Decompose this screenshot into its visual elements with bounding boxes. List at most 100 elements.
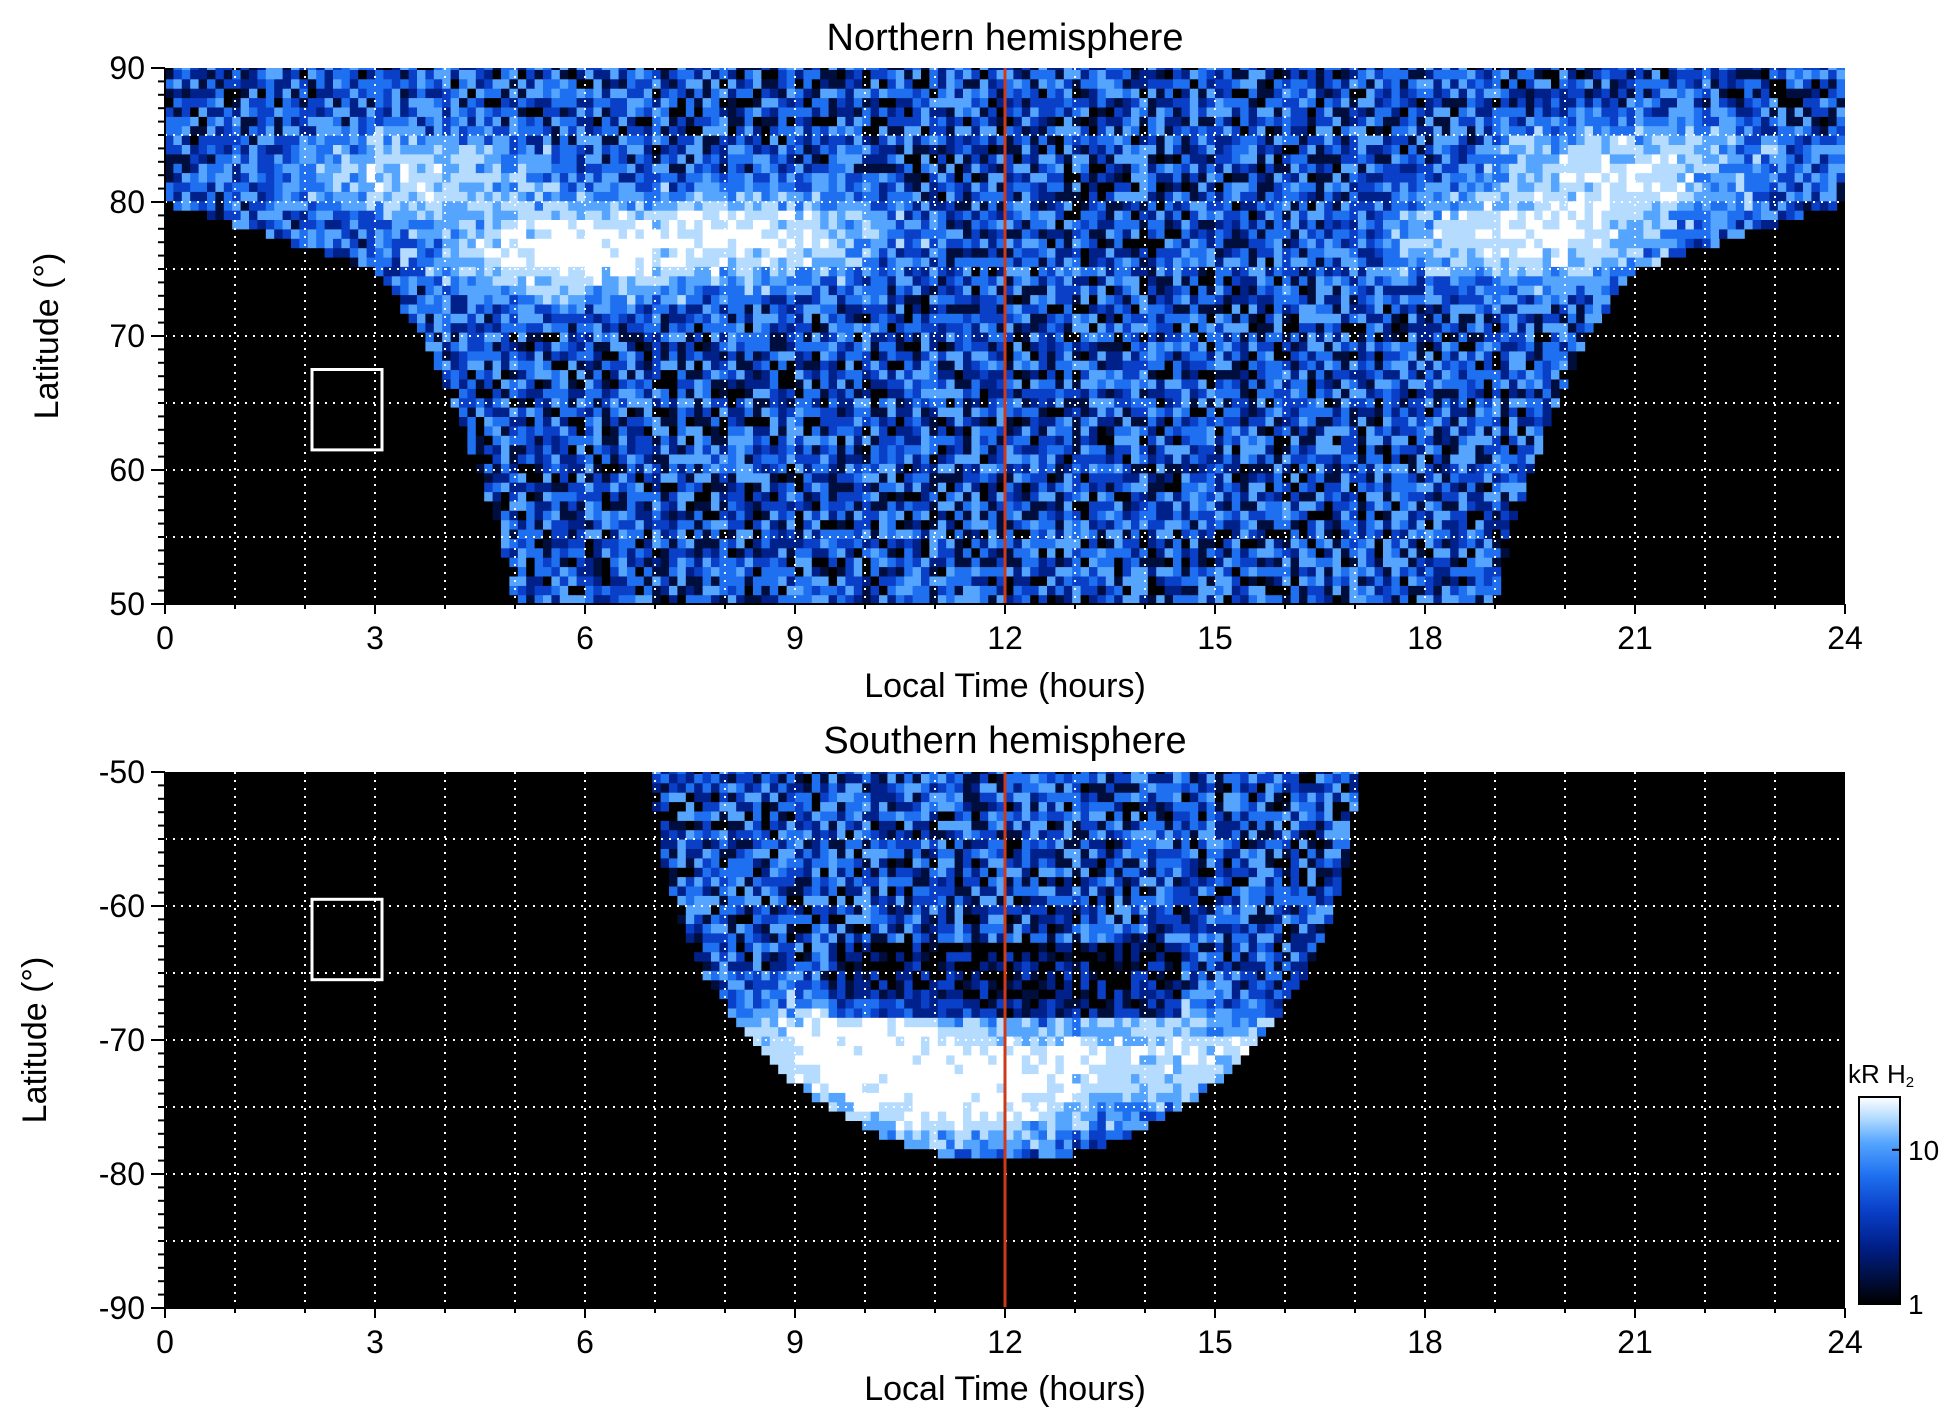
emission-cell <box>694 538 704 549</box>
emission-cell <box>1265 566 1275 577</box>
emission-cell <box>711 529 720 539</box>
emission-cell <box>1341 407 1350 417</box>
emission-cell <box>568 425 578 436</box>
emission-cell <box>803 360 813 371</box>
emission-cell <box>1509 369 1518 380</box>
emission-cell <box>1047 529 1056 539</box>
emission-cell <box>736 594 746 604</box>
emission-cell <box>1517 341 1527 352</box>
emission-cell <box>820 294 830 305</box>
emission-cell <box>1500 519 1510 530</box>
emission-cell <box>820 575 830 586</box>
emission-cell <box>1240 425 1250 436</box>
emission-cell <box>601 303 611 314</box>
emission-cell <box>803 547 813 558</box>
emission-cell <box>492 397 502 408</box>
emission-cell <box>837 332 846 342</box>
emission-cell <box>1173 529 1182 539</box>
emission-cell <box>1366 566 1376 577</box>
emission-cell <box>1391 575 1401 586</box>
emission-cell <box>803 566 813 577</box>
emission-cell <box>979 341 989 352</box>
emission-cell <box>1181 482 1191 493</box>
emission-cell <box>1467 332 1476 342</box>
emission-cell <box>1164 482 1174 493</box>
emission-cell <box>904 332 914 342</box>
emission-cell <box>1341 322 1350 333</box>
emission-cell <box>1038 285 1048 296</box>
emission-cell <box>1248 538 1258 549</box>
emission-cell <box>921 500 930 511</box>
emission-cell <box>879 472 888 483</box>
emission-cell <box>1139 256 1149 267</box>
emission-cell <box>1273 491 1283 502</box>
emission-cell <box>484 303 494 314</box>
emission-cell <box>1131 491 1140 502</box>
emission-cell <box>1458 444 1468 455</box>
emission-cell <box>786 360 796 371</box>
emission-cell <box>1391 247 1401 258</box>
emission-cell <box>921 322 930 333</box>
emission-cell <box>425 256 435 267</box>
emission-cell <box>1105 547 1115 558</box>
emission-cell <box>711 491 720 502</box>
emission-cell <box>1349 313 1359 324</box>
emission-cell <box>601 482 611 493</box>
emission-cell <box>1231 472 1241 483</box>
emission-cell <box>1374 285 1384 296</box>
emission-cell <box>1248 313 1258 324</box>
emission-cell <box>1475 247 1485 258</box>
emission-cell <box>492 294 502 305</box>
emission-cell <box>1324 360 1334 371</box>
emission-cell <box>1374 444 1384 455</box>
emission-cell <box>1173 435 1182 446</box>
emission-cell <box>559 266 569 277</box>
emission-cell <box>887 594 897 604</box>
emission-cell <box>1299 350 1308 361</box>
emission-cell <box>1357 303 1367 314</box>
emission-cell <box>534 303 544 314</box>
emission-cell <box>769 322 779 333</box>
emission-cell <box>1475 453 1485 464</box>
emission-cell <box>887 472 897 483</box>
emission-cell <box>425 266 435 277</box>
emission-cell <box>669 322 678 333</box>
emission-cell <box>761 360 771 371</box>
emission-cell <box>1282 594 1292 604</box>
emission-cell <box>627 453 636 464</box>
emission-cell <box>1307 266 1317 277</box>
emission-cell <box>1576 322 1586 333</box>
emission-cell <box>1551 397 1560 408</box>
emission-cell <box>744 575 754 586</box>
emission-cell <box>702 425 712 436</box>
emission-cell <box>1366 360 1376 371</box>
emission-cell <box>1357 266 1367 277</box>
emission-cell <box>652 472 662 483</box>
emission-cell <box>1038 491 1048 502</box>
emission-cell <box>1357 575 1367 586</box>
emission-cell <box>786 500 796 511</box>
emission-cell <box>1038 482 1048 493</box>
emission-cell <box>1055 566 1065 577</box>
emission-cell <box>568 397 578 408</box>
emission-cell <box>1030 285 1040 296</box>
emission-cell <box>1525 341 1535 352</box>
emission-cell <box>929 519 939 530</box>
emission-cell <box>1097 547 1107 558</box>
emission-cell <box>299 238 309 249</box>
emission-cell <box>677 360 687 371</box>
emission-cell <box>1063 247 1073 258</box>
emission-cell <box>618 350 628 361</box>
emission-cell <box>685 472 695 483</box>
emission-cell <box>862 491 872 502</box>
emission-cell <box>1164 435 1174 446</box>
emission-cell <box>1206 519 1216 530</box>
emission-cell <box>442 369 452 380</box>
emission-cell <box>1425 510 1434 521</box>
emission-cell <box>601 388 611 399</box>
emission-cell <box>1164 313 1174 324</box>
emission-cell <box>669 482 678 493</box>
emission-cell <box>1164 378 1174 389</box>
emission-cell <box>1517 378 1527 389</box>
emission-cell <box>1408 360 1418 371</box>
